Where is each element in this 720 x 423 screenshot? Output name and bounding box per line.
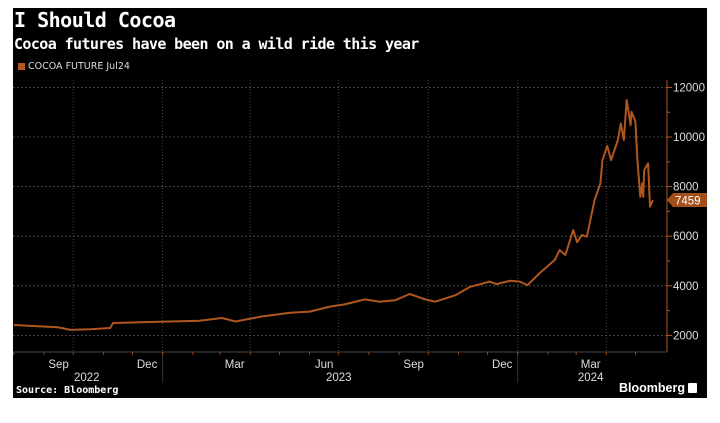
x-year-label: 2024 (578, 372, 604, 384)
y-tick-label: 4000 (673, 281, 699, 293)
x-year-label: 2022 (74, 372, 100, 384)
last-value-label: 7459 (675, 196, 701, 208)
x-year-label: 2023 (326, 372, 352, 384)
chart-subtitle: Cocoa futures have been on a wild ride t… (14, 35, 419, 53)
legend-label: COCOA FUTURE Jul24 (28, 61, 130, 72)
x-month-label: Mar (581, 359, 601, 371)
x-month-label: Dec (492, 359, 513, 371)
terminal-icon (687, 383, 697, 393)
chart-panel (13, 8, 707, 398)
y-tick-label: 2000 (673, 330, 699, 342)
chart-title: I Should Cocoa (14, 8, 176, 32)
legend: COCOA FUTURE Jul24 (18, 61, 130, 72)
bloomberg-logo: Bloomberg (619, 381, 697, 395)
last-value-marker (667, 193, 707, 208)
x-month-label: Mar (225, 359, 245, 371)
y-tick-label: 12000 (673, 82, 705, 94)
x-month-label: Jun (315, 359, 334, 371)
series-line-cocoa (13, 99, 654, 331)
x-month-label: Sep (403, 359, 423, 371)
source-note: Source: Bloomberg (16, 385, 119, 396)
x-month-label: Sep (48, 359, 68, 371)
x-month-label: Dec (137, 359, 158, 371)
legend-swatch (18, 63, 25, 70)
y-tick-label: 10000 (673, 132, 705, 144)
brand-name: Bloomberg (619, 381, 685, 395)
y-tick-label: 6000 (673, 231, 699, 243)
y-tick-label: 8000 (673, 182, 699, 194)
